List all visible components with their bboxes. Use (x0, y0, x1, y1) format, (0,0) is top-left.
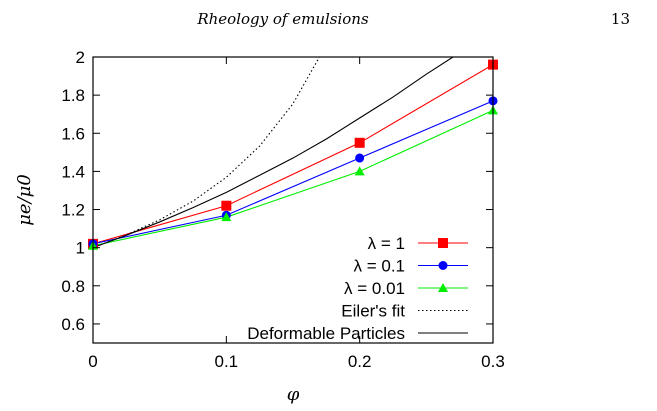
legend-label-eiler-s-fit: Eiler's fit (341, 302, 405, 321)
page-number: 13 (611, 10, 630, 28)
plot-marks (88, 59, 498, 250)
legend-label-0-01: λ = 0.01 (344, 279, 405, 298)
y-tick-label: 1.4 (61, 162, 85, 181)
y-axis-label: μe/μ0 (14, 174, 35, 226)
data-point-0-01 (354, 166, 365, 176)
x-axis-label: φ (287, 384, 300, 405)
running-title: Rheology of emulsions (196, 10, 369, 28)
legend-marker-0-01 (438, 283, 448, 292)
data-point-0-01 (221, 212, 232, 222)
x-tick-label: 0.3 (481, 352, 505, 371)
legend-marker-0-1 (438, 261, 448, 270)
y-tick-label: 0.6 (61, 315, 85, 334)
y-tick-label: 1.8 (61, 86, 85, 105)
series-line-0-01 (93, 109, 493, 247)
data-point-1 (354, 137, 365, 148)
y-tick-label: 2 (76, 48, 85, 67)
plot-frame (92, 56, 494, 344)
x-tick-label: 0 (88, 352, 97, 371)
series-line-eiler-s-fit (93, 57, 321, 249)
legend: λ = 1 λ = 0.1 λ = 0.01 Eiler's fit Deformabl… (247, 234, 468, 343)
legend-label-1: λ = 1 (368, 234, 405, 253)
series-line-1 (93, 64, 493, 245)
y-tick-label: 1.2 (61, 201, 85, 220)
axis-ticks: 0 0.1 0.2 0.3 0.6 0.8 1 1.2 1.4 1.6 1.8 2 (61, 48, 504, 371)
y-tick-label: 1.6 (61, 124, 85, 143)
data-point-0-1 (355, 153, 365, 163)
series-line-deformable-particles (93, 57, 454, 249)
legend-label-deformable-particles: Deformable Particles (247, 324, 405, 343)
y-tick-label: 1 (76, 239, 85, 258)
x-tick-label: 0.1 (215, 352, 239, 371)
y-tick-label: 0.8 (61, 277, 85, 296)
x-tick-label: 0.2 (348, 352, 372, 371)
plot-curves (93, 57, 493, 249)
legend-marker-1 (438, 238, 448, 248)
legend-label-0-1: λ = 0.1 (353, 257, 405, 276)
data-point-1 (221, 200, 232, 211)
series-line-0-1 (93, 100, 493, 245)
